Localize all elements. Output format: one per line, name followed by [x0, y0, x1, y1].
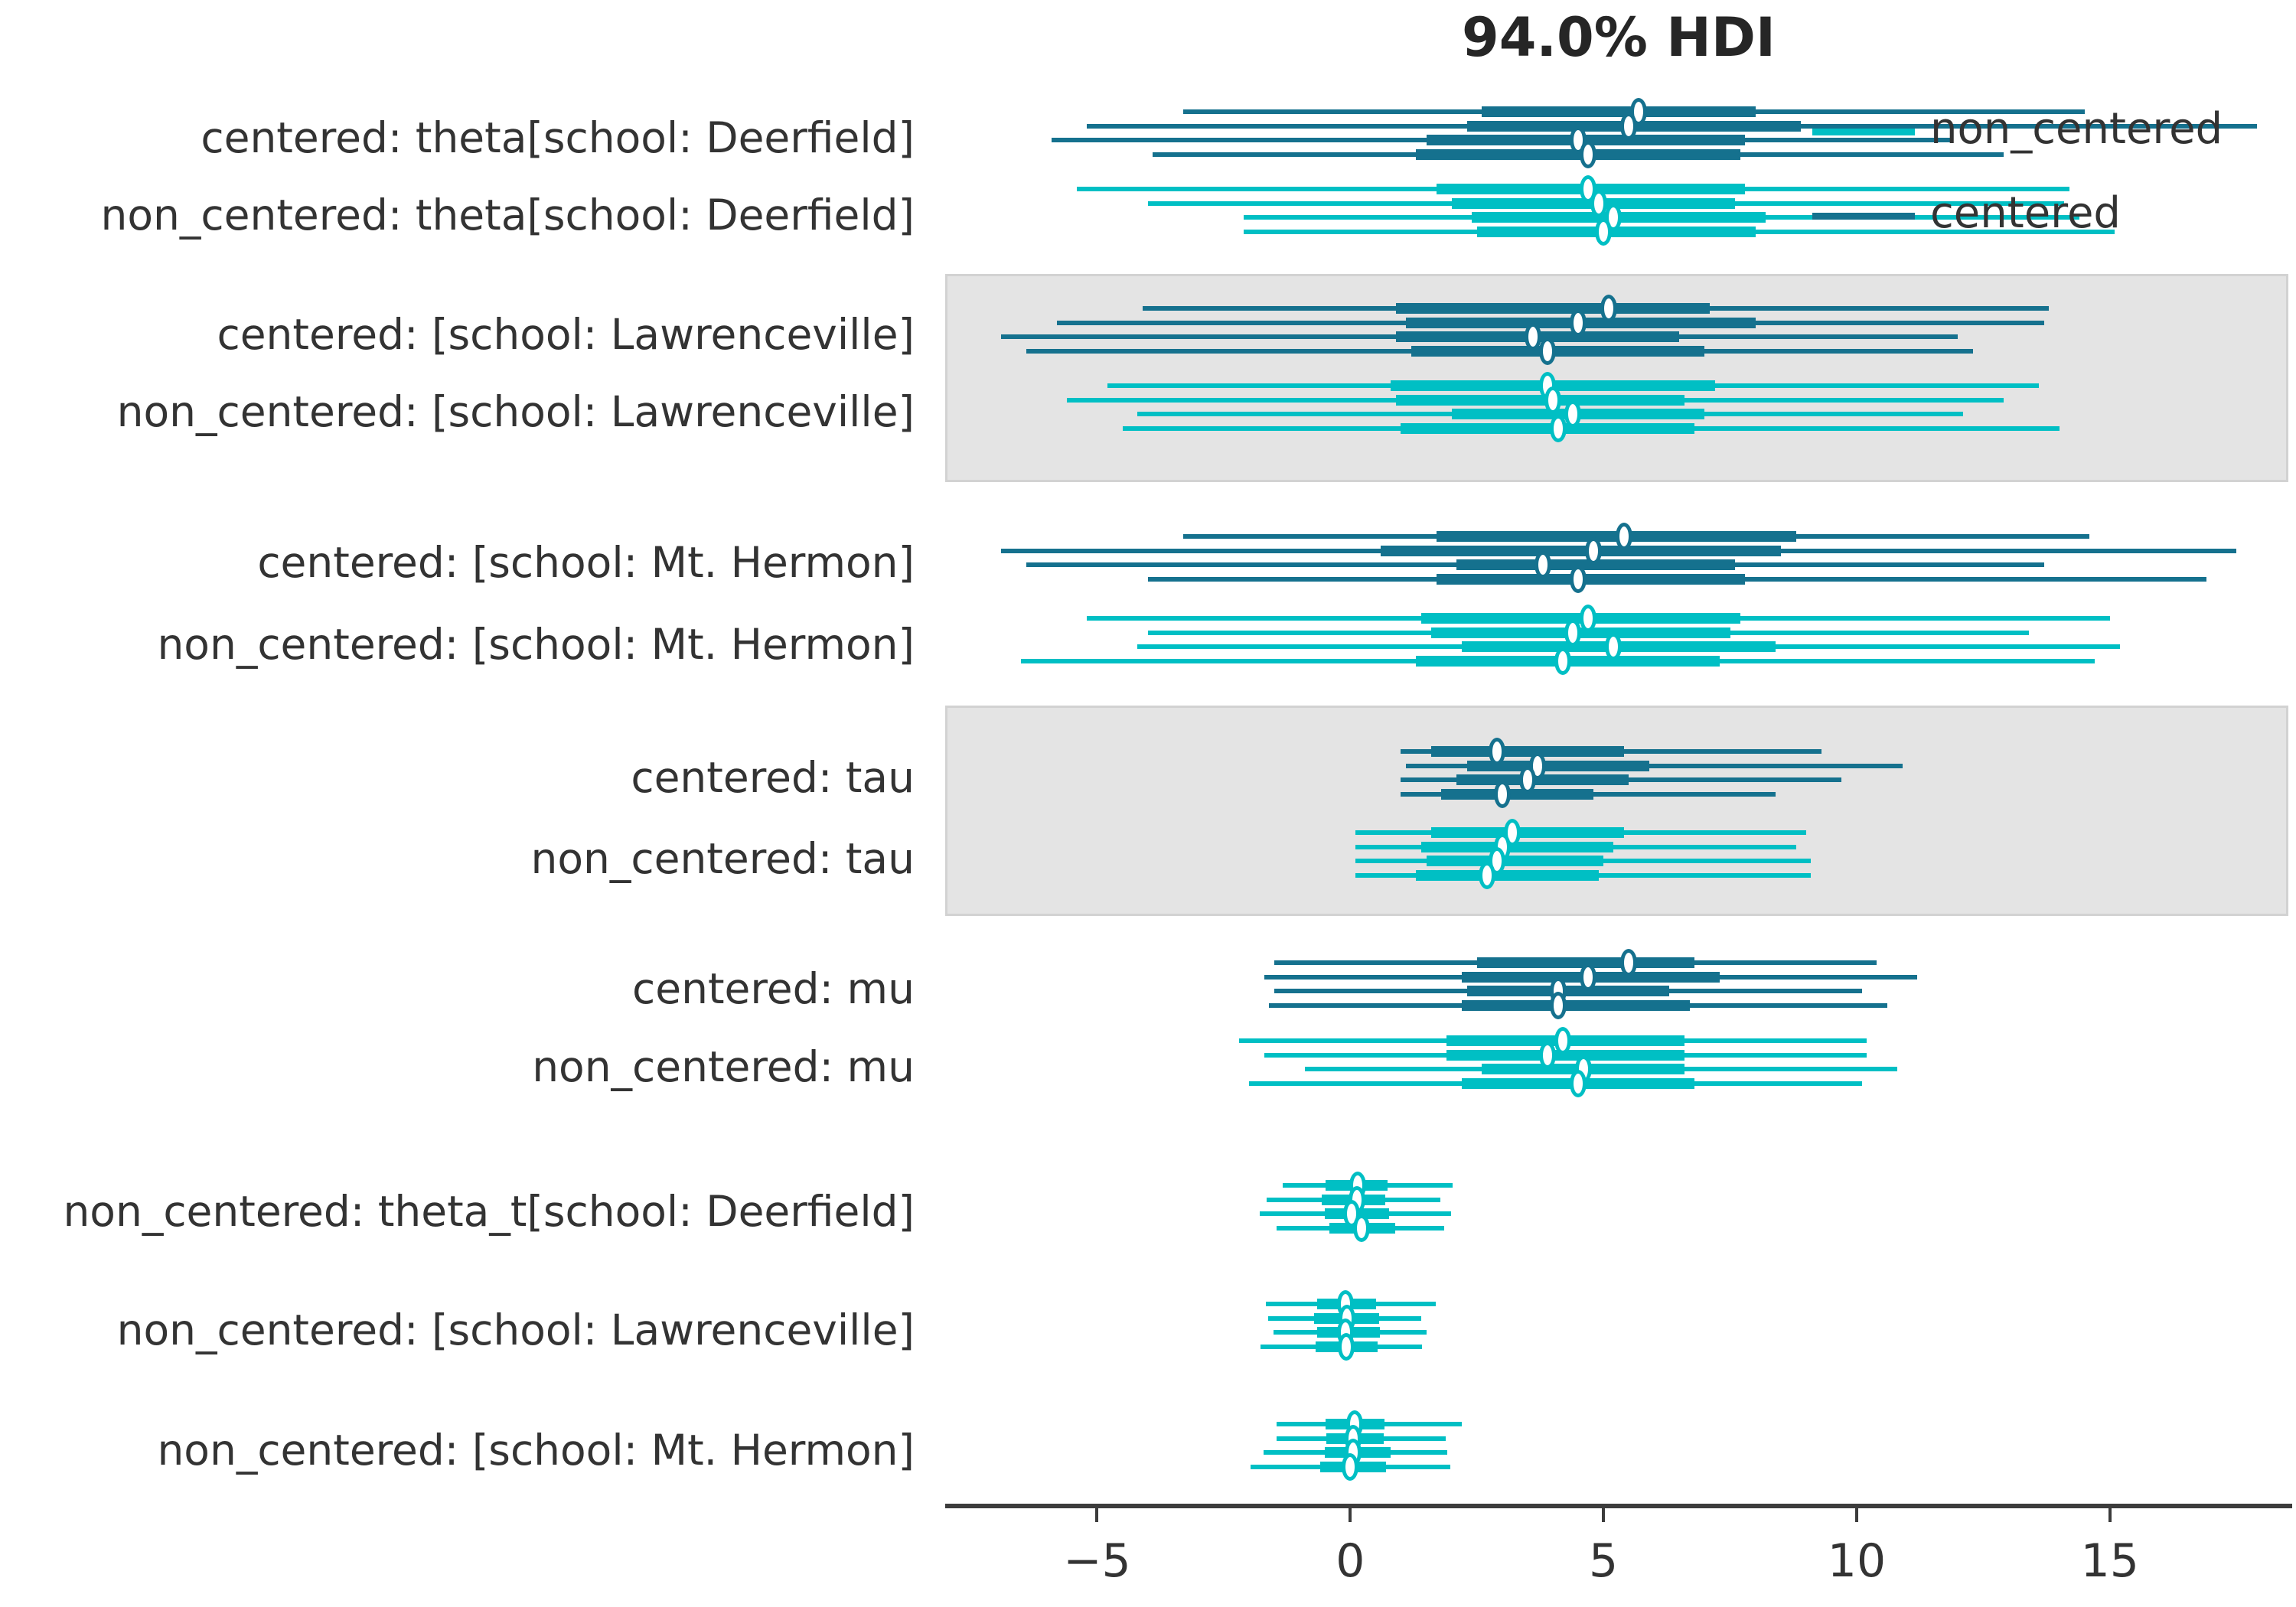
legend-label-centered: centered — [1930, 188, 2121, 238]
median-dot — [1534, 551, 1551, 579]
x-tick-label: 5 — [1589, 1534, 1619, 1588]
quartile-bar — [1441, 788, 1593, 800]
median-dot — [1605, 633, 1623, 661]
quartile-bar — [1420, 841, 1614, 852]
median-dot — [1570, 565, 1587, 593]
quartile-bar — [1395, 303, 1711, 314]
row-label: non_centered: tau — [530, 833, 915, 883]
median-dot — [1580, 963, 1597, 991]
quartile-bar — [1431, 827, 1624, 838]
median-dot — [1620, 949, 1638, 976]
row-label: non_centered: [school: Mt. Hermon] — [157, 619, 915, 669]
quartile-bar — [1466, 986, 1670, 997]
median-dot — [1544, 386, 1561, 414]
x-tick-label: −5 — [1063, 1534, 1131, 1588]
median-dot — [1549, 414, 1567, 442]
median-dot — [1352, 1214, 1370, 1242]
median-dot — [1539, 337, 1557, 365]
row-label: centered: tau — [631, 752, 915, 802]
row-label: centered: [school: Lawrenceville] — [217, 309, 915, 359]
quartile-bar — [1395, 394, 1684, 406]
hdi-line — [1406, 763, 1903, 768]
median-dot — [1338, 1332, 1355, 1361]
x-tick-mark — [2108, 1508, 2112, 1522]
median-dot — [1570, 308, 1587, 337]
median-dot — [1564, 618, 1582, 647]
quartile-bar — [1431, 746, 1624, 757]
row-label: non_centered: [school: Mt. Hermon] — [157, 1425, 915, 1475]
median-dot — [1554, 647, 1572, 675]
quartile-bar — [1381, 545, 1781, 556]
median-dot — [1580, 140, 1597, 168]
median-dot — [1600, 295, 1617, 322]
quartile-bar — [1476, 957, 1695, 968]
median-dot — [1493, 780, 1511, 808]
legend-label-non_centered: non_centered — [1930, 104, 2223, 154]
quartile-bar — [1401, 422, 1695, 434]
plot-title: 94.0% HDI — [1462, 6, 1776, 69]
row-label: centered: [school: Mt. Hermon] — [257, 537, 915, 587]
x-tick-mark — [1854, 1508, 1858, 1522]
row-label: centered: theta[school: Deerfield] — [201, 112, 915, 162]
x-tick-label: 10 — [1827, 1534, 1887, 1588]
quartile-bar — [1416, 869, 1599, 881]
median-dot — [1584, 536, 1602, 565]
legend-swatch-centered — [1812, 213, 1915, 220]
quartile-bar — [1446, 1049, 1684, 1061]
median-dot — [1615, 523, 1632, 550]
quartile-bar — [1426, 856, 1604, 867]
row-label: non_centered: theta[school: Deerfield] — [100, 190, 915, 240]
median-dot — [1549, 991, 1567, 1019]
median-dot — [1580, 605, 1597, 632]
x-tick-mark — [1095, 1508, 1099, 1522]
x-axis-spine — [945, 1504, 2292, 1508]
median-dot — [1524, 323, 1541, 351]
row-label: non_centered: [school: Lawrenceville] — [116, 1305, 915, 1354]
median-dot — [1570, 1069, 1587, 1097]
quartile-bar — [1436, 573, 1746, 585]
row-label: non_centered: [school: Lawrenceville] — [116, 386, 915, 436]
x-tick-mark — [1602, 1508, 1606, 1522]
median-dot — [1590, 189, 1607, 217]
row-label: non_centered: mu — [532, 1041, 915, 1091]
median-dot — [1478, 861, 1495, 889]
quartile-bar — [1482, 106, 1756, 117]
median-dot — [1489, 738, 1506, 765]
median-dot — [1554, 1027, 1572, 1054]
median-dot — [1539, 1041, 1557, 1069]
quartile-bar — [1416, 148, 1740, 160]
median-dot — [1342, 1452, 1359, 1481]
quartile-bar — [1476, 226, 1756, 237]
median-dot — [1620, 112, 1638, 140]
quartile-bar — [1461, 999, 1690, 1011]
row-label: centered: mu — [632, 963, 915, 1013]
quartile-bar — [1411, 345, 1705, 357]
median-dot — [1518, 766, 1536, 794]
legend-swatch-non_centered — [1812, 129, 1915, 135]
shade-band — [945, 706, 2288, 916]
quartile-bar — [1456, 559, 1736, 571]
quartile-bar — [1466, 760, 1649, 771]
x-tick-mark — [1349, 1508, 1352, 1522]
x-tick-label: 0 — [1336, 1534, 1365, 1588]
median-dot — [1595, 217, 1613, 246]
x-tick-label: 15 — [2080, 1534, 2139, 1588]
median-dot — [1564, 400, 1582, 429]
row-label: non_centered: theta_t[school: Deerfield] — [63, 1186, 915, 1236]
